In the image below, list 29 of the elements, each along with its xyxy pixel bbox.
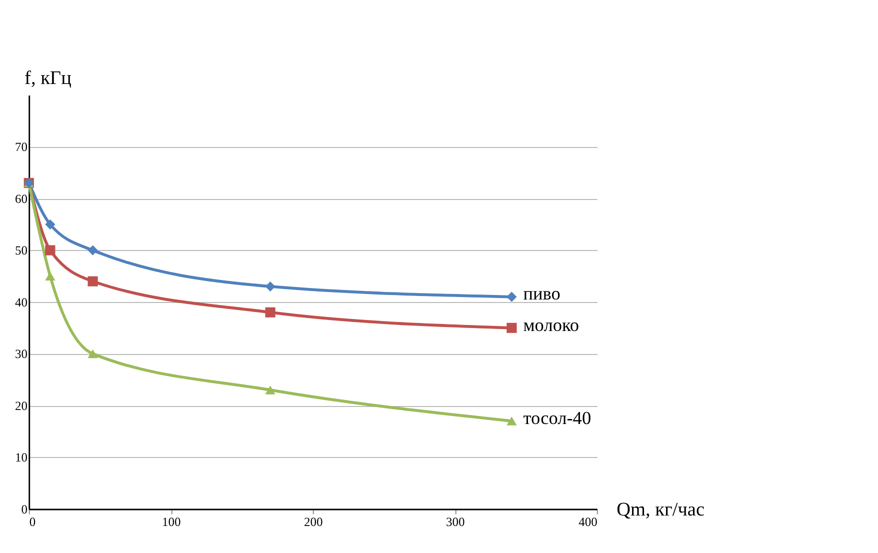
y-tick-label: 10 <box>14 450 28 465</box>
y-tick-label: 20 <box>14 398 28 413</box>
point <box>88 349 98 358</box>
x-tick-label: 300 <box>446 514 465 529</box>
point <box>506 416 517 426</box>
point <box>88 276 98 286</box>
point <box>88 245 98 256</box>
y-tick-label: 30 <box>14 347 28 362</box>
x-tick-label: 200 <box>304 514 323 529</box>
point <box>45 245 56 256</box>
y-tick-label: 50 <box>14 244 28 258</box>
y-axis-title: f, кГц <box>24 68 72 89</box>
x-tick-label: 100 <box>162 514 181 529</box>
point <box>265 386 276 394</box>
series-label: молоко <box>523 314 580 335</box>
y-tick-label: 60 <box>14 192 28 206</box>
point <box>45 272 56 281</box>
series-label: пиво <box>523 284 560 304</box>
y-tick-label: 40 <box>14 295 28 310</box>
x-tick-label: 400 <box>578 514 598 529</box>
point <box>506 292 517 302</box>
point <box>45 219 56 230</box>
point <box>265 307 276 318</box>
x-axis-title: Qm, кг/час <box>616 499 704 520</box>
point <box>265 281 276 292</box>
series-label: тосол-40 <box>523 408 592 428</box>
y-tick-label: 70 <box>14 140 28 154</box>
point <box>506 322 517 333</box>
y-tick-label: 0 <box>21 502 28 516</box>
